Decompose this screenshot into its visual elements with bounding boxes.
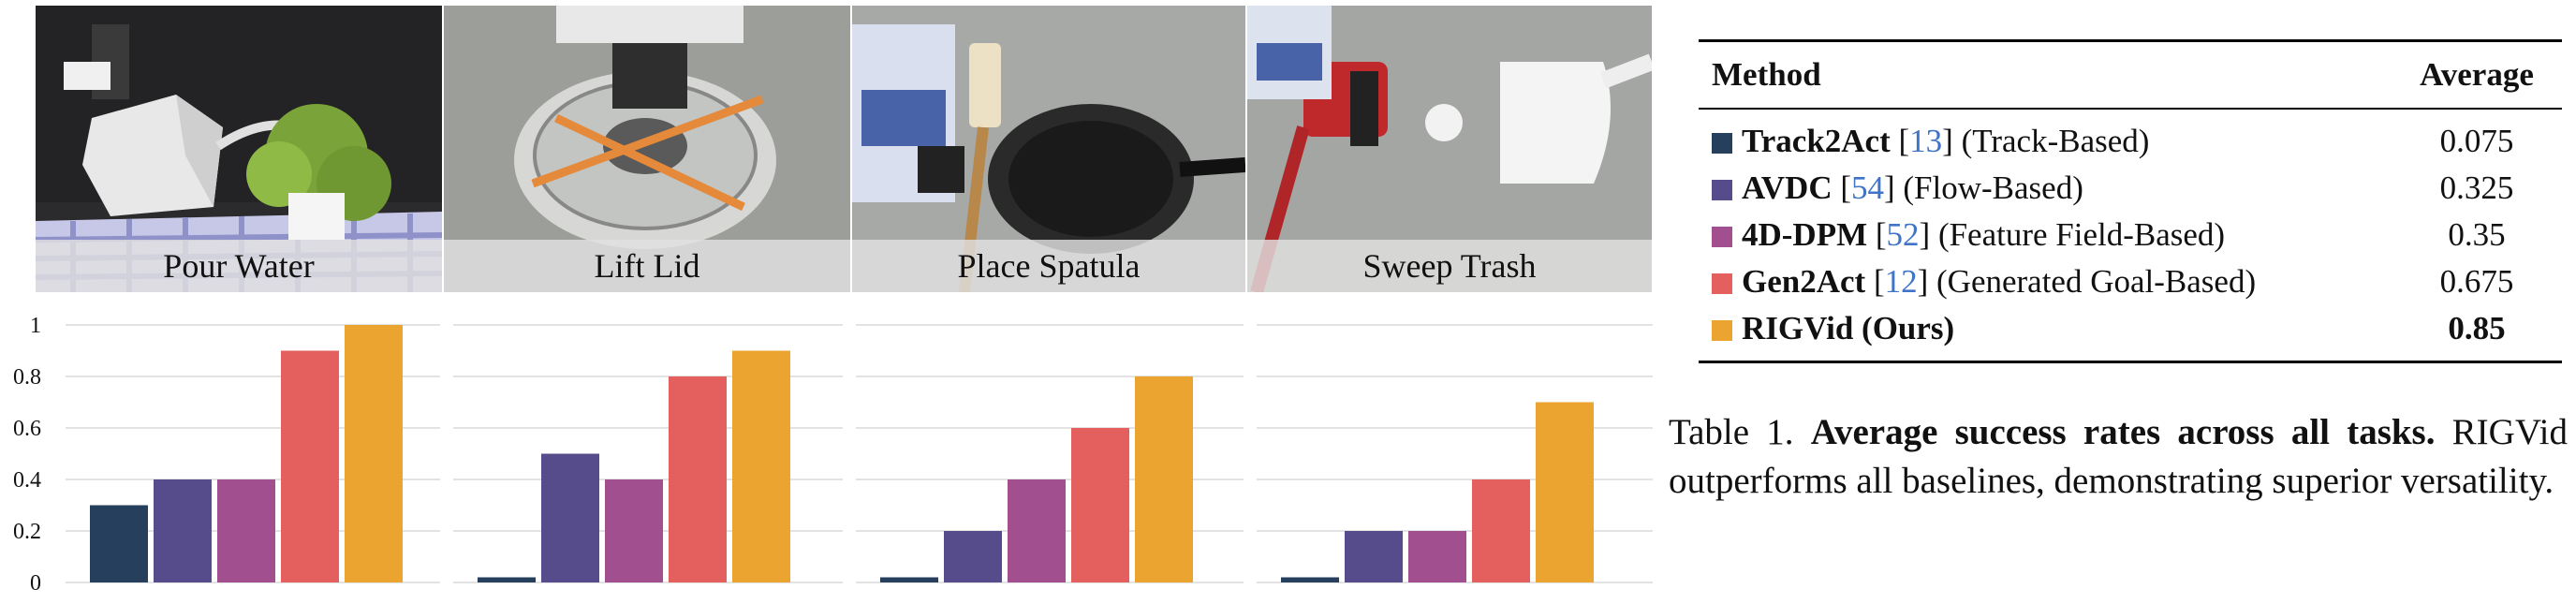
photo-lift-lid: Lift Lid bbox=[444, 6, 850, 292]
series-color-swatch bbox=[1712, 273, 1732, 294]
bar-rigvid-panel-1 bbox=[345, 325, 403, 582]
bar-track2act-panel-1 bbox=[90, 505, 148, 582]
bar-4d-dpm-panel-2 bbox=[605, 479, 663, 582]
citation-open: [ bbox=[1865, 263, 1885, 300]
citation-open: [ bbox=[1832, 169, 1851, 206]
bar-avdc-panel-4 bbox=[1345, 531, 1403, 582]
method-name: Gen2Act bbox=[1742, 263, 1866, 300]
photo-sweep-trash: Sweep Trash bbox=[1247, 6, 1652, 292]
y-tick-label: 0.6 bbox=[13, 417, 41, 441]
method-cell: Gen2Act [12] (Generated Goal-Based) bbox=[1699, 258, 2392, 305]
table-caption: Table 1. Average success rates across al… bbox=[1669, 408, 2568, 506]
bar-rigvid-panel-3 bbox=[1135, 376, 1193, 582]
table-header-row: Method Average bbox=[1699, 40, 2562, 109]
chart-bars bbox=[90, 325, 1594, 582]
table-row-ours: RIGVid (Ours) 0.85 bbox=[1699, 305, 2562, 362]
citation-link[interactable]: 54 bbox=[1851, 169, 1884, 206]
y-tick-label: 0.4 bbox=[13, 468, 41, 493]
bar-track2act-panel-3 bbox=[880, 577, 938, 582]
bar-gen2act-panel-4 bbox=[1472, 479, 1530, 582]
method-description: (Generated Goal-Based) bbox=[1936, 263, 2257, 300]
y-tick-label: 0.2 bbox=[13, 520, 41, 544]
bar-gen2act-panel-3 bbox=[1071, 428, 1129, 582]
method-name: 4D-DPM bbox=[1742, 216, 1868, 253]
series-color-swatch bbox=[1712, 227, 1732, 247]
bar-avdc-panel-2 bbox=[541, 453, 599, 582]
photo-caption: Lift Lid bbox=[444, 240, 850, 292]
method-cell: Track2Act [13] (Track-Based) bbox=[1699, 109, 2392, 165]
bar-gen2act-panel-2 bbox=[669, 376, 727, 582]
citation-close: ] bbox=[1942, 123, 1962, 159]
series-color-swatch bbox=[1712, 133, 1732, 154]
method-description: (Track-Based) bbox=[1961, 123, 2150, 159]
photo-caption: Place Spatula bbox=[852, 240, 1245, 292]
caption-label: Table 1. bbox=[1669, 412, 1811, 452]
bar-gen2act-panel-1 bbox=[281, 350, 339, 582]
success-rate-bar-charts: 0 0.2 0.4 0.6 0.8 1 bbox=[13, 314, 1653, 596]
method-name: RIGVid (Ours) bbox=[1742, 310, 1955, 346]
citation-close: ] bbox=[1919, 216, 1938, 253]
citation-open: [ bbox=[1890, 123, 1910, 159]
citation-link[interactable]: 13 bbox=[1909, 123, 1943, 159]
table-panel: Method Average Track2Act [13] (Track-Bas… bbox=[1657, 0, 2576, 604]
lift-lid-scene-image bbox=[444, 6, 850, 292]
results-table: Method Average Track2Act [13] (Track-Bas… bbox=[1699, 39, 2562, 363]
series-color-swatch bbox=[1712, 320, 1732, 341]
citation-close: ] bbox=[1884, 169, 1904, 206]
method-cell: AVDC [54] (Flow-Based) bbox=[1699, 165, 2392, 212]
photo-caption: Sweep Trash bbox=[1247, 240, 1652, 292]
y-tick-label: 0.8 bbox=[13, 365, 41, 390]
table-row: 4D-DPM [52] (Feature Field-Based) 0.35 bbox=[1699, 212, 2562, 258]
bar-avdc-panel-1 bbox=[154, 479, 212, 582]
y-tick-label: 0 bbox=[30, 571, 41, 596]
bar-track2act-panel-4 bbox=[1281, 577, 1339, 582]
caption-title: Average success rates across all tasks. bbox=[1810, 412, 2436, 452]
bar-rigvid-panel-4 bbox=[1536, 402, 1594, 582]
bar-track2act-panel-2 bbox=[478, 577, 536, 582]
photo-caption: Pour Water bbox=[36, 240, 442, 292]
average-value: 0.075 bbox=[2439, 123, 2514, 159]
average-header: Average bbox=[2420, 56, 2534, 93]
average-value: 0.325 bbox=[2439, 169, 2514, 206]
method-description: (Feature Field-Based) bbox=[1937, 216, 2226, 253]
method-cell: RIGVid (Ours) bbox=[1699, 305, 2392, 362]
photo-place-spatula: Place Spatula bbox=[852, 6, 1245, 292]
method-description: (Flow-Based) bbox=[1903, 169, 2083, 206]
bar-4d-dpm-panel-4 bbox=[1408, 531, 1466, 582]
chart-y-axis-ticks: 0 0.2 0.4 0.6 0.8 1 bbox=[13, 314, 41, 596]
table-row: Track2Act [13] (Track-Based) 0.075 bbox=[1699, 109, 2562, 165]
caption-body: RIGVid outperforms all baselines, demons… bbox=[1669, 412, 2568, 501]
method-name: Track2Act bbox=[1742, 123, 1891, 159]
citation-open: [ bbox=[1867, 216, 1887, 253]
bar-4d-dpm-panel-1 bbox=[217, 479, 275, 582]
y-tick-label: 1 bbox=[30, 314, 41, 338]
average-value: 0.675 bbox=[2439, 263, 2514, 300]
average-value-best: 0.85 bbox=[2448, 310, 2506, 346]
bar-avdc-panel-3 bbox=[944, 531, 1002, 582]
citation-link[interactable]: 52 bbox=[1886, 216, 1920, 253]
method-header: Method bbox=[1712, 56, 1821, 93]
method-name: AVDC bbox=[1742, 169, 1833, 206]
average-value: 0.35 bbox=[2448, 216, 2506, 253]
table-row: AVDC [54] (Flow-Based) 0.325 bbox=[1699, 165, 2562, 212]
photo-pour-water: Pour Water bbox=[36, 6, 442, 292]
series-color-swatch bbox=[1712, 180, 1732, 200]
figure-panel: Pour Water Lift Lid Place Spatula bbox=[13, 6, 1653, 596]
bar-rigvid-panel-2 bbox=[732, 350, 790, 582]
citation-link[interactable]: 12 bbox=[1884, 263, 1918, 300]
method-cell: 4D-DPM [52] (Feature Field-Based) bbox=[1699, 212, 2392, 258]
bar-4d-dpm-panel-3 bbox=[1008, 479, 1066, 582]
citation-close: ] bbox=[1917, 263, 1937, 300]
table-row: Gen2Act [12] (Generated Goal-Based) 0.67… bbox=[1699, 258, 2562, 305]
